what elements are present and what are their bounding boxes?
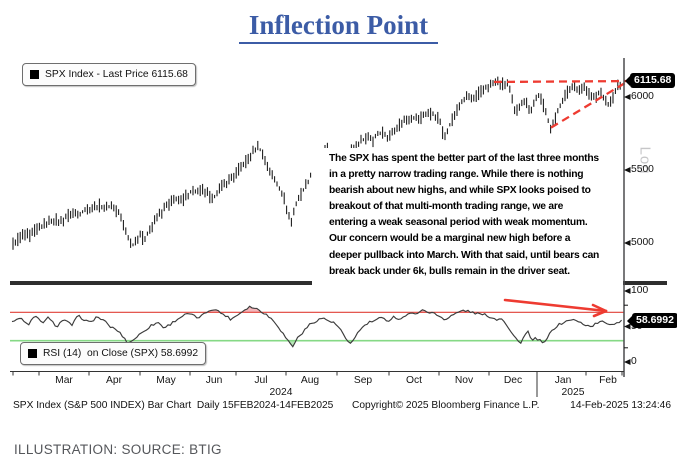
rsi-axis-tick [624,288,631,294]
year-label-2024: 2024 [269,387,293,398]
year-label-2025: 2025 [561,387,585,398]
price-axis-label: 6000 [631,91,654,102]
timestamp-text: 14-Feb-2025 13:24:46 [570,400,671,411]
annotation-line: breakout of that multi-month trading ran… [329,201,564,213]
copyright-text: Copyright© 2025 Bloomberg Finance L.P. [352,400,540,411]
month-label-nov: Nov [454,375,474,386]
chart-description-text: SPX Index (S&P 500 INDEX) Bar Chart Dail… [13,400,334,411]
price-axis-tick [624,240,631,246]
black-square-marker-icon [30,70,39,79]
month-label-apr: Apr [105,375,123,386]
price-legend-label: SPX Index - Last Price 6115.68 [45,69,188,80]
annotation-line: deeper pullback into March. With that sa… [329,249,600,261]
price-axis-label: 5500 [631,164,654,175]
last-price-badge: 6115.68 [624,73,676,88]
rsi-axis-tick [624,359,631,365]
rsi-line [11,305,623,348]
price-legend: SPX Index - Last Price 6115.68 [22,63,196,86]
month-label-mar: Mar [55,375,73,386]
title-wrap: Inflection Point [0,10,677,44]
month-label-oct: Oct [405,375,423,386]
rsi-axis-label: 100 [631,285,649,296]
price-axis-tick [624,167,631,173]
red-arrow [503,298,608,313]
rsi-value-badge: 58.6992 [627,313,677,328]
annotation-line: bearish about new highs, and while SPX l… [329,185,591,197]
source-caption: ILLUSTRATION: SOURCE: BTIG [14,442,222,457]
price-axis-tick [624,94,631,100]
rsi-legend-label: RSI (14) on Close (SPX) 58.6992 [43,348,199,359]
red-arrow [592,309,608,318]
month-label-may: May [156,375,176,386]
annotation-line: break back under 6k, bulls remain in the… [329,265,570,277]
page-title: Inflection Point [238,10,439,44]
rsi-legend: RSI (14) on Close (SPX) 58.6992 [20,342,207,365]
red-arrow [591,303,608,313]
annotation-text-box: The SPX has spent the better part of the… [312,148,623,287]
month-label-feb: Feb [599,375,617,386]
resistance-dashed [493,79,627,84]
annotation-line: Our concern would be a marginal new high… [329,233,571,245]
month-label-jun: Jun [205,375,223,386]
price-axis-label: 5000 [631,237,654,248]
month-label-dec: Dec [503,375,523,386]
month-label-jan: Jan [554,375,572,386]
support-dashed [550,81,627,129]
black-square-marker-icon [28,349,37,358]
annotation-line: in a pretty narrow trading range. While … [329,169,584,181]
month-label-jul: Jul [254,375,268,386]
month-label-aug: Aug [300,375,320,386]
rsi-axis-label: 0 [631,356,637,367]
annotation-line: The SPX has spent the better part of the… [329,153,599,164]
month-label-sep: Sep [353,375,373,386]
rsi-overbought-fill [12,306,622,313]
annotation-line: entering a weak seasonal period with wea… [329,217,588,229]
